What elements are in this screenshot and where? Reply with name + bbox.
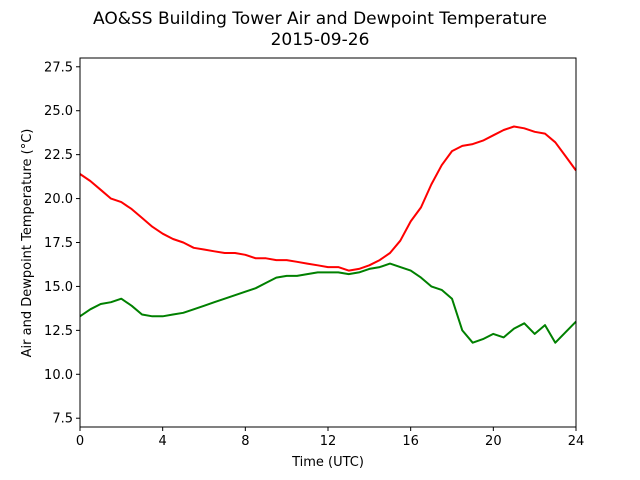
y-tick-label-5: 20.0 bbox=[44, 192, 73, 207]
x-tick-label-4: 16 bbox=[402, 434, 419, 449]
chart-subtitle: 2015-09-26 bbox=[271, 30, 370, 50]
y-tick-label-7: 25.0 bbox=[44, 104, 73, 119]
x-tick-label-1: 4 bbox=[159, 434, 167, 449]
chart-title: AO&SS Building Tower Air and Dewpoint Te… bbox=[93, 9, 547, 29]
y-tick-label-8: 27.5 bbox=[44, 60, 73, 75]
x-axis-label: Time (UTC) bbox=[291, 455, 364, 470]
x-tick-label-5: 20 bbox=[485, 434, 502, 449]
plot-area: 0 4 8 12 16 20 24 7.5 10.0 12.5 15.0 17.5 20.0 22.5 25… bbox=[44, 57, 585, 449]
y-tick-label-6: 22.5 bbox=[44, 148, 73, 163]
y-tick-label-0: 7.5 bbox=[52, 412, 73, 427]
y-tick-label-1: 10.0 bbox=[44, 368, 73, 383]
x-tick-label-3: 12 bbox=[320, 434, 337, 449]
y-tick-label-2: 12.5 bbox=[44, 324, 73, 339]
x-tick-label-6: 24 bbox=[568, 434, 585, 449]
y-tick-label-3: 15.0 bbox=[44, 280, 73, 295]
series-line-0 bbox=[79, 125, 577, 272]
y-axis-label: Air and Dewpoint Temperature (°C) bbox=[20, 129, 35, 358]
x-tick-label-2: 8 bbox=[241, 434, 249, 449]
x-tick-label-0: 0 bbox=[76, 434, 84, 449]
series-line-1 bbox=[79, 262, 577, 344]
y-tick-label-4: 17.5 bbox=[44, 236, 73, 251]
